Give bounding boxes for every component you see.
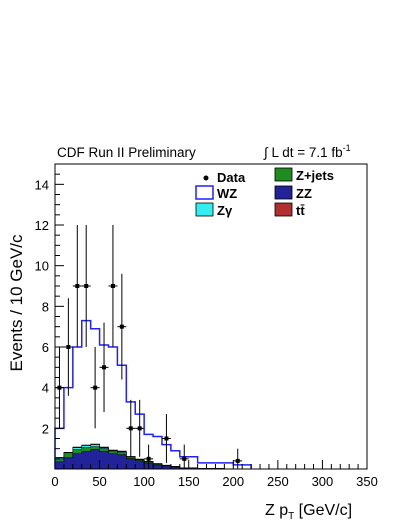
data-point <box>63 298 73 396</box>
legend-item-zjets: Z+jets <box>274 167 334 183</box>
axes: 0 50 100 150 200 250 300 350 2 4 6 8 10 12 14 <box>35 173 378 489</box>
legend-label-zjets: Z+jets <box>296 168 334 183</box>
data-point <box>144 444 154 469</box>
data-marker <box>66 345 71 349</box>
x-tick-label: 0 <box>51 474 58 489</box>
data-point <box>135 399 145 457</box>
legend-label-zz: ZZ <box>296 186 312 201</box>
legend-data-marker <box>203 175 209 181</box>
y-tick-label: 2 <box>42 421 49 436</box>
luminosity-label: ∫ L dt = 7.1 fb-1 <box>263 143 351 160</box>
data-marker <box>84 284 89 288</box>
legend-item-zgamma: Zγ <box>195 202 233 218</box>
wz-line <box>54 319 252 469</box>
legend-label-zgamma: Zγ <box>217 203 233 218</box>
y-tick-label: 8 <box>42 299 49 314</box>
x-axis-label: Z pT [GeV/c] <box>265 502 352 522</box>
y-axis-label: Events / 10 GeV/c <box>7 234 26 372</box>
legend-zgamma-box <box>195 202 214 217</box>
data-point <box>179 444 189 469</box>
x-tick-label: 150 <box>178 474 200 489</box>
data-point <box>126 399 136 457</box>
data-marker <box>128 426 133 431</box>
y-tick-label: 14 <box>35 177 49 192</box>
legend: Data Z+jets WZ ZZ Zγ tt̄ <box>195 167 334 218</box>
data-point <box>72 225 82 347</box>
x-tick-label: 250 <box>267 474 289 489</box>
data-point <box>233 448 243 469</box>
data-point <box>117 273 127 380</box>
y-tick-label: 6 <box>42 340 49 355</box>
data-marker <box>164 436 169 441</box>
legend-item-ttbar: tt̄ <box>274 202 305 218</box>
y-tick-label: 10 <box>35 259 49 274</box>
data-marker <box>137 426 142 431</box>
legend-ttbar-box <box>274 202 293 217</box>
legend-zjets-box <box>274 167 293 182</box>
data-point <box>81 225 91 347</box>
x-tick-label: 300 <box>312 474 334 489</box>
x-tick-label: 350 <box>356 474 378 489</box>
data-marker <box>75 284 80 288</box>
legend-label-data: Data <box>217 170 246 185</box>
legend-zz-box <box>274 185 293 200</box>
experiment-label: CDF Run II Preliminary <box>57 145 196 160</box>
x-tick-label: 200 <box>222 474 244 489</box>
legend-label-ttbar: tt̄ <box>296 203 305 218</box>
wz-histogram <box>54 319 252 469</box>
data-marker <box>146 456 151 461</box>
data-marker <box>182 456 187 461</box>
data-point <box>90 347 100 429</box>
legend-wz-box <box>195 185 214 200</box>
data-marker <box>110 284 115 288</box>
legend-label-wz: WZ <box>217 186 237 201</box>
legend-item-wz: WZ <box>195 185 237 201</box>
data-point <box>99 322 109 413</box>
data-point <box>108 225 118 347</box>
data-marker <box>93 385 98 390</box>
y-tick-label: 4 <box>42 381 49 396</box>
x-tick-label: 50 <box>92 474 106 489</box>
data-point <box>161 414 171 463</box>
legend-item-data: Data <box>203 170 246 185</box>
data-marker <box>102 365 107 370</box>
y-tick-label: 12 <box>35 218 49 233</box>
legend-item-zz: ZZ <box>274 185 312 201</box>
data-marker <box>119 324 124 329</box>
data-marker <box>235 458 240 463</box>
x-tick-label: 100 <box>133 474 155 489</box>
data-points <box>55 225 243 469</box>
